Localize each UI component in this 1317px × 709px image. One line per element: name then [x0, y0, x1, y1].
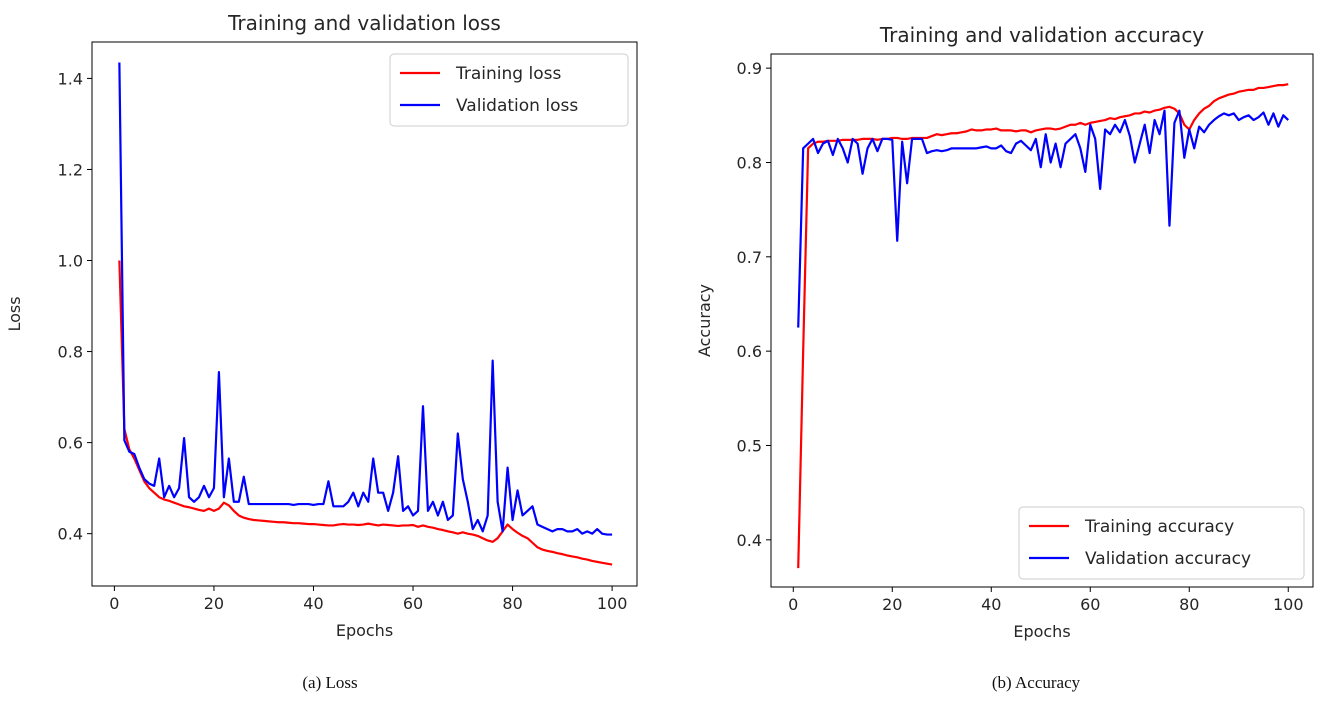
legend-box: [1018, 506, 1305, 580]
x-tick-label: 0: [788, 595, 798, 614]
x-axis-label: Epochs: [336, 621, 393, 640]
legend-box: [389, 53, 629, 127]
y-tick-label: 0.8: [58, 343, 83, 362]
series-line-validation-accuracy: [797, 109, 1290, 328]
plot-frame: [770, 53, 1314, 588]
x-tick-label: 100: [597, 594, 628, 613]
y-tick-label: 1.4: [58, 69, 83, 88]
series-line-training-loss: [118, 260, 613, 566]
x-tick-label: 80: [502, 594, 522, 613]
caption-accuracy: (b) Accuracy: [991, 673, 1081, 692]
plot-frame: [91, 41, 638, 587]
x-tick-label: 40: [981, 595, 1001, 614]
x-tick-label: 40: [303, 594, 323, 613]
chart-title: Training and validation loss: [227, 11, 501, 35]
y-tick-label: 0.8: [737, 153, 762, 172]
chart-title: Training and validation accuracy: [879, 23, 1204, 47]
series-line-training-accuracy: [797, 83, 1289, 569]
caption-loss: (a) Loss: [302, 673, 358, 692]
y-tick-label: 0.4: [58, 525, 83, 544]
x-tick-label: 60: [1080, 595, 1100, 614]
x-axis-label: Epochs: [1013, 622, 1070, 641]
y-tick-label: 0.9: [737, 59, 762, 78]
legend-label-training-loss: Training loss: [455, 64, 561, 84]
x-tick-label: 20: [204, 594, 224, 613]
y-tick-label: 1.0: [58, 252, 83, 271]
y-tick-label: 0.5: [737, 436, 762, 455]
y-tick-label: 0.4: [737, 531, 762, 550]
loss-chart: 0 20 40 60 80 100 0.4 0.6 0.8 1.0 1.2 1.4 Training a…: [5, 11, 638, 640]
legend-label-validation-loss: Validation loss: [456, 96, 578, 116]
y-axis-label: Loss: [5, 296, 24, 331]
series-line-validation-loss: [118, 62, 613, 536]
y-tick-label: 0.6: [737, 342, 762, 361]
y-tick-label: 0.6: [58, 434, 83, 453]
y-tick-label: 1.2: [58, 160, 83, 179]
x-tick-label: 100: [1273, 595, 1304, 614]
y-tick-label: 0.7: [737, 248, 762, 267]
x-tick-label: 60: [403, 594, 423, 613]
legend-label-validation-accuracy: Validation accuracy: [1085, 549, 1251, 569]
y-axis-label: Accuracy: [695, 284, 714, 357]
x-tick-label: 20: [882, 595, 902, 614]
legend-label-training-accuracy: Training accuracy: [1084, 517, 1234, 537]
x-tick-label: 80: [1179, 595, 1199, 614]
x-tick-label: 0: [109, 594, 119, 613]
